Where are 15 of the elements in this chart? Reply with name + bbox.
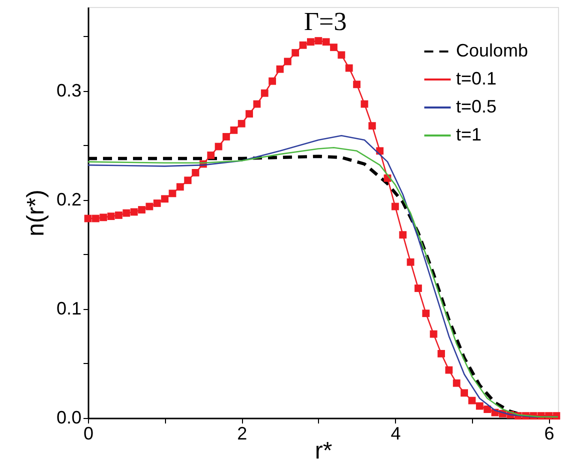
legend-label: Coulomb xyxy=(456,40,528,60)
legend-label: t=0.5 xyxy=(456,96,497,116)
y-axis-title: n(r*) xyxy=(22,190,50,236)
x-tick-label: 4 xyxy=(390,424,401,444)
x-tick-label: 0 xyxy=(83,424,94,444)
x-axis-title: r* xyxy=(314,438,332,459)
y-tick-label: 0.1 xyxy=(56,298,82,318)
y-tick-label: 0.2 xyxy=(56,189,82,210)
chart-title: Γ=3 xyxy=(304,7,347,36)
x-tick-label: 2 xyxy=(237,424,248,444)
legend-label: t=0.1 xyxy=(456,68,497,88)
y-tick-label: 0.0 xyxy=(56,408,82,428)
x-tick-label: 6 xyxy=(544,424,554,444)
y-tick-label: 0.3 xyxy=(56,80,82,100)
legend-label: t=1 xyxy=(456,124,482,144)
